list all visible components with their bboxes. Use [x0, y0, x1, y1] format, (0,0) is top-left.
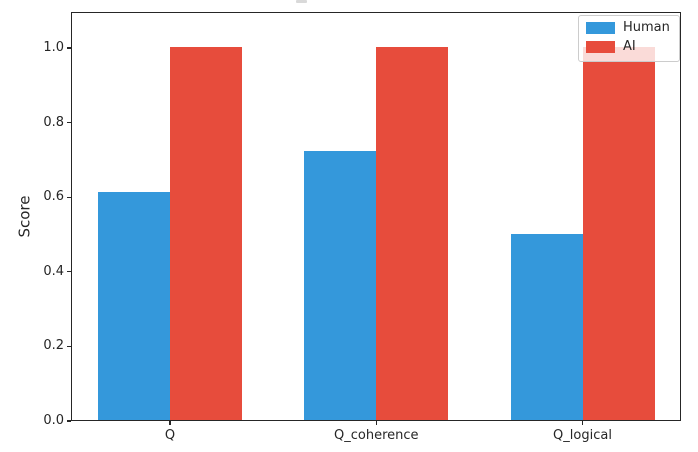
- cropped-title-artifact: [296, 0, 307, 3]
- bar-human-q_logical: [510, 233, 583, 420]
- bar-ai-q_coherence: [376, 47, 449, 420]
- x-tick-label-q_coherence: Q_coherence: [333, 428, 419, 443]
- y-tick-label: 0.0: [43, 413, 64, 429]
- y-tick-label: 0.6: [43, 189, 64, 205]
- y-tick-mark: [67, 271, 71, 273]
- x-tick-mark: [581, 421, 584, 425]
- y-tick-label: 1.0: [43, 40, 64, 56]
- plot-area: [71, 12, 681, 421]
- y-tick-label: 0.8: [43, 114, 64, 130]
- y-tick-mark: [67, 121, 71, 124]
- y-tick-mark: [67, 47, 71, 49]
- legend-entry-human: Human: [586, 20, 670, 35]
- y-tick-mark: [67, 345, 71, 348]
- legend-label-human: Human: [623, 20, 670, 35]
- bar-human-q_coherence: [304, 151, 377, 420]
- legend-swatch-human: [586, 22, 615, 35]
- legend: Human AI: [578, 15, 680, 62]
- x-tick-label-q: Q: [164, 428, 176, 443]
- y-tick-mark: [67, 420, 71, 422]
- legend-label-ai: AI: [623, 39, 636, 55]
- y-tick-label: 0.4: [43, 264, 64, 280]
- legend-swatch-ai: [586, 41, 615, 54]
- bar-human-q: [98, 192, 170, 420]
- y-tick-mark: [67, 196, 71, 198]
- y-axis-label: Score: [15, 195, 34, 238]
- y-tick-label: 0.2: [43, 338, 64, 354]
- x-tick-mark: [169, 421, 171, 425]
- x-tick-label-q_logical: Q_logical: [553, 428, 612, 443]
- bar-ai-q_logical: [582, 47, 655, 420]
- bar-ai-q: [170, 47, 242, 420]
- x-tick-mark: [375, 421, 377, 425]
- legend-entry-ai: AI: [586, 39, 670, 55]
